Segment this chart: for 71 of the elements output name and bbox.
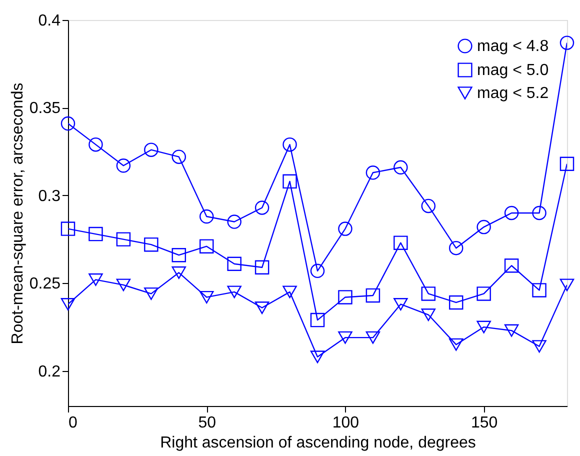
point <box>448 295 464 310</box>
point <box>532 340 546 353</box>
point <box>60 222 76 236</box>
point <box>560 156 574 171</box>
point <box>394 160 408 174</box>
point <box>421 308 436 322</box>
point <box>60 116 76 131</box>
point <box>144 237 158 252</box>
point <box>560 36 574 50</box>
point <box>338 290 352 304</box>
point <box>172 248 186 262</box>
y-tick-label: 0.25 <box>29 276 61 293</box>
point <box>60 298 76 310</box>
point <box>310 312 325 328</box>
point <box>476 286 491 301</box>
point <box>254 302 270 314</box>
y-tick-label: 0.4 <box>38 12 61 30</box>
point <box>199 209 214 224</box>
point <box>227 286 242 298</box>
point <box>254 200 270 215</box>
point <box>532 206 546 220</box>
point <box>144 287 158 300</box>
y-tick-label: 0.35 <box>29 100 61 118</box>
point <box>560 278 574 292</box>
point <box>394 298 408 310</box>
point <box>504 258 519 273</box>
point <box>88 273 103 286</box>
y-tick-label: 0.3 <box>38 188 61 205</box>
point <box>476 320 491 334</box>
point <box>532 283 546 298</box>
point <box>394 236 408 250</box>
point <box>254 260 270 275</box>
point <box>227 214 242 229</box>
point <box>116 232 131 246</box>
point <box>310 350 325 364</box>
legend-label: mag < 4.8 <box>477 38 549 55</box>
legend-label: mag < 5.2 <box>477 85 549 102</box>
point <box>476 220 491 234</box>
point <box>144 142 158 157</box>
point <box>421 286 436 301</box>
point <box>448 240 464 256</box>
point <box>504 206 519 220</box>
y-tick-label: 0.2 <box>38 363 61 380</box>
point <box>199 290 214 304</box>
x-axis-title: Right ascension of ascending node, degrees <box>160 434 476 452</box>
point <box>199 239 214 254</box>
point <box>172 266 186 279</box>
point <box>282 286 297 298</box>
y-axis-title: Root-mean-square error, arcseconds <box>9 82 26 344</box>
point <box>88 137 103 152</box>
legend-label: mag < 5.0 <box>477 62 549 79</box>
x-tick-label: 50 <box>198 414 216 432</box>
x-tick-label: 150 <box>470 414 498 432</box>
point <box>366 288 380 303</box>
x-tick-label: 0 <box>68 414 78 432</box>
point <box>282 174 297 189</box>
point <box>366 166 380 180</box>
point <box>116 158 131 173</box>
point <box>88 226 103 242</box>
point <box>448 338 464 351</box>
point <box>282 137 297 152</box>
point <box>338 222 352 236</box>
point <box>116 278 131 292</box>
x-tick-label: 100 <box>332 414 360 432</box>
point <box>310 264 325 278</box>
point <box>504 324 519 337</box>
point <box>366 331 380 344</box>
point <box>172 150 186 164</box>
point <box>338 331 352 344</box>
point <box>421 198 436 214</box>
point <box>227 256 242 271</box>
